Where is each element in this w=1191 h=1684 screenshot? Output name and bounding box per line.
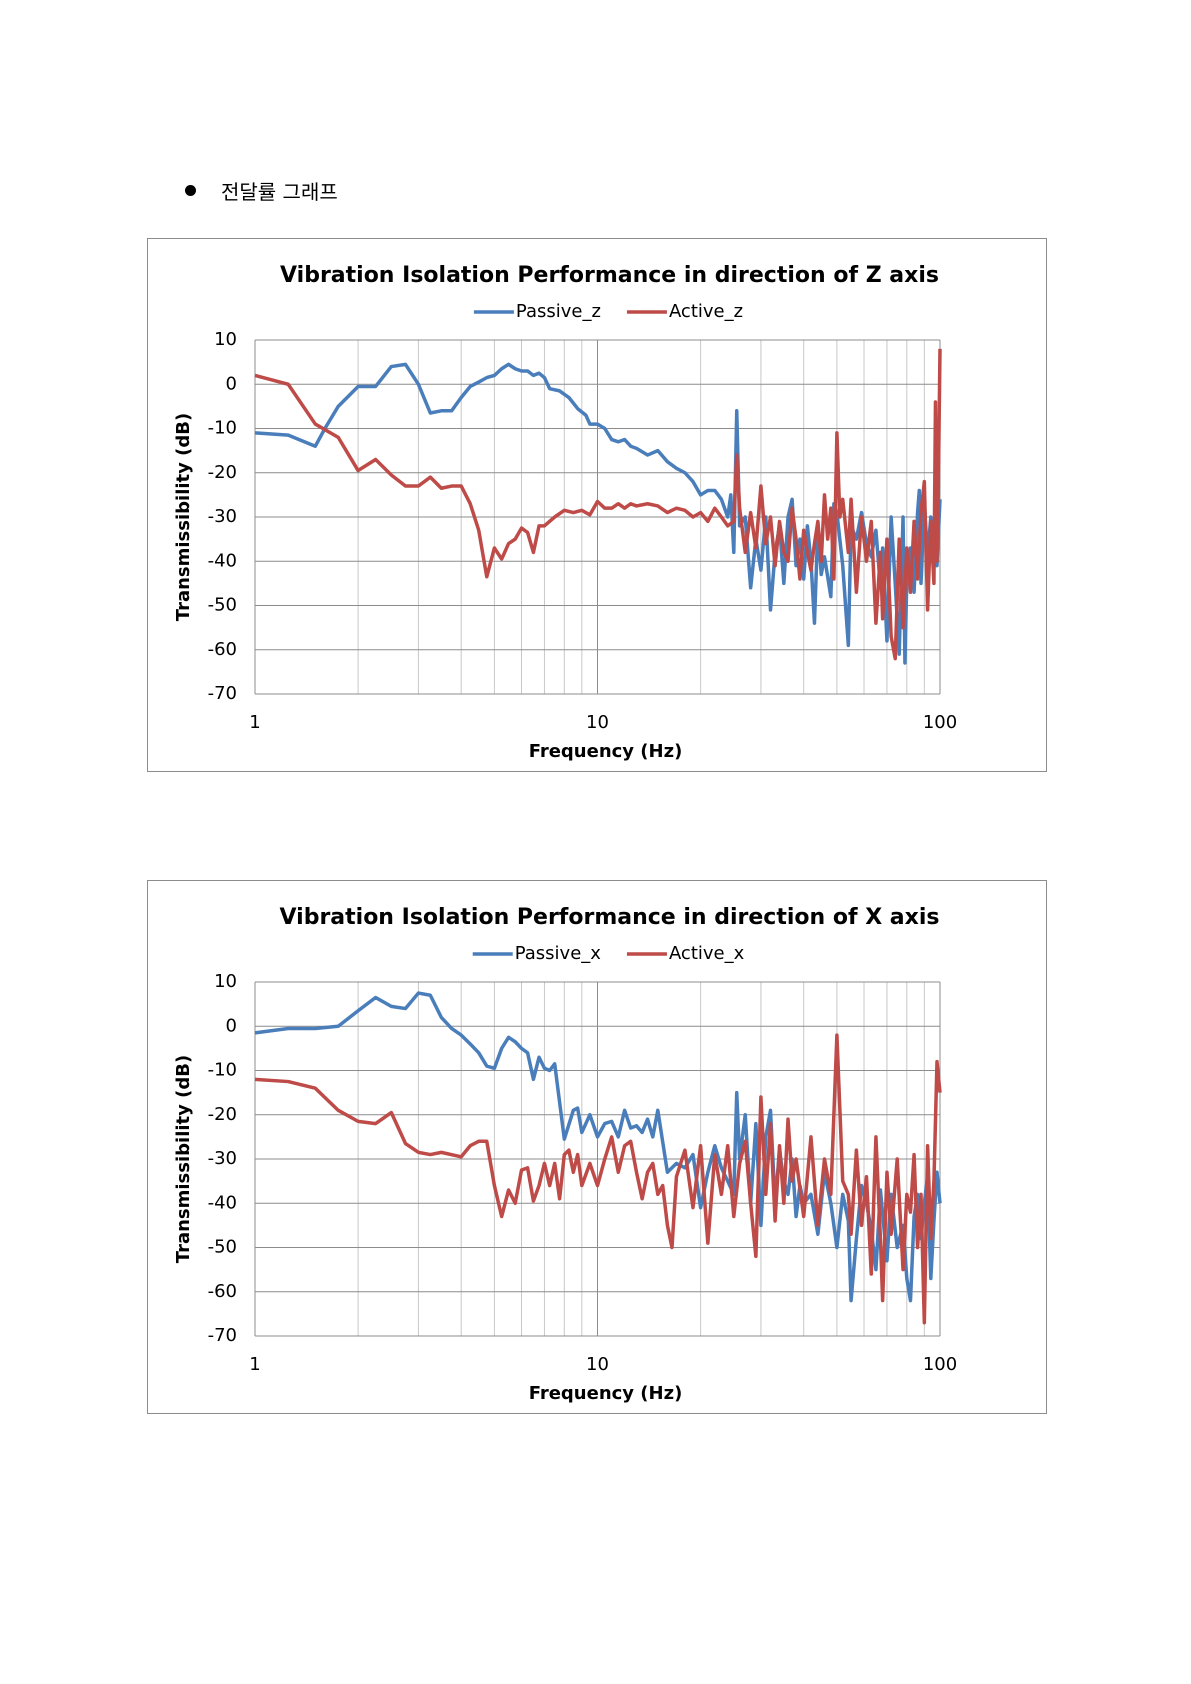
y-tick-label: -10 bbox=[208, 418, 237, 439]
heading-text: 전달률 그래프 bbox=[221, 180, 338, 204]
y-axis-title: Transmissibility (dB) bbox=[173, 1055, 194, 1263]
series-line bbox=[254, 362, 942, 665]
y-tick-label: -60 bbox=[208, 1281, 237, 1302]
y-tick-label: -70 bbox=[208, 1325, 237, 1346]
y-axis-title: Transmissibility (dB) bbox=[173, 413, 194, 621]
x-tick-label: 100 bbox=[923, 1354, 957, 1375]
x-tick-label: 1 bbox=[249, 1354, 260, 1375]
section-heading: 전달률 그래프 bbox=[185, 176, 338, 205]
series-line bbox=[254, 348, 942, 661]
x-tick-label: 10 bbox=[586, 1354, 609, 1375]
y-tick-label: 0 bbox=[226, 373, 237, 394]
y-tick-label: -10 bbox=[208, 1060, 237, 1081]
chart-title: Vibration Isolation Performance in direc… bbox=[280, 905, 940, 930]
bullet-dot bbox=[185, 185, 196, 196]
legend-label: Active_z bbox=[669, 301, 743, 322]
y-tick-label: -30 bbox=[208, 1148, 237, 1169]
x-tick-label: 10 bbox=[586, 712, 609, 733]
x-axis-title: Frequency (Hz) bbox=[529, 1383, 683, 1404]
series-line bbox=[254, 991, 942, 1303]
legend-label: Active_x bbox=[669, 943, 745, 964]
y-tick-label: -20 bbox=[208, 1104, 237, 1125]
chart-title: Vibration Isolation Performance in direc… bbox=[280, 263, 939, 288]
chart: -70 -60 -50 -40 -30 -20 -10 0 10 1 10 100 Vibration … bbox=[147, 238, 1047, 772]
y-tick-label: 0 bbox=[226, 1015, 237, 1036]
y-tick-label: 10 bbox=[214, 971, 237, 992]
y-tick-label: -40 bbox=[208, 1192, 237, 1213]
legend-label: Passive_z bbox=[516, 301, 601, 322]
x-tick-label: 100 bbox=[923, 712, 957, 733]
y-tick-label: 10 bbox=[214, 329, 237, 350]
y-tick-label: -50 bbox=[208, 1237, 237, 1258]
chart: -70 -60 -50 -40 -30 -20 -10 0 10 1 10 100 Vibration … bbox=[147, 880, 1047, 1414]
x-axis-title: Frequency (Hz) bbox=[529, 741, 683, 762]
y-tick-label: -50 bbox=[208, 595, 237, 616]
series-line bbox=[254, 1033, 942, 1325]
y-tick-label: -60 bbox=[208, 639, 237, 660]
y-tick-label: -40 bbox=[208, 550, 237, 571]
y-tick-label: -30 bbox=[208, 506, 237, 527]
x-tick-label: 1 bbox=[249, 712, 260, 733]
y-tick-label: -20 bbox=[208, 462, 237, 483]
legend-label: Passive_x bbox=[515, 943, 602, 964]
y-tick-label: -70 bbox=[208, 683, 237, 704]
